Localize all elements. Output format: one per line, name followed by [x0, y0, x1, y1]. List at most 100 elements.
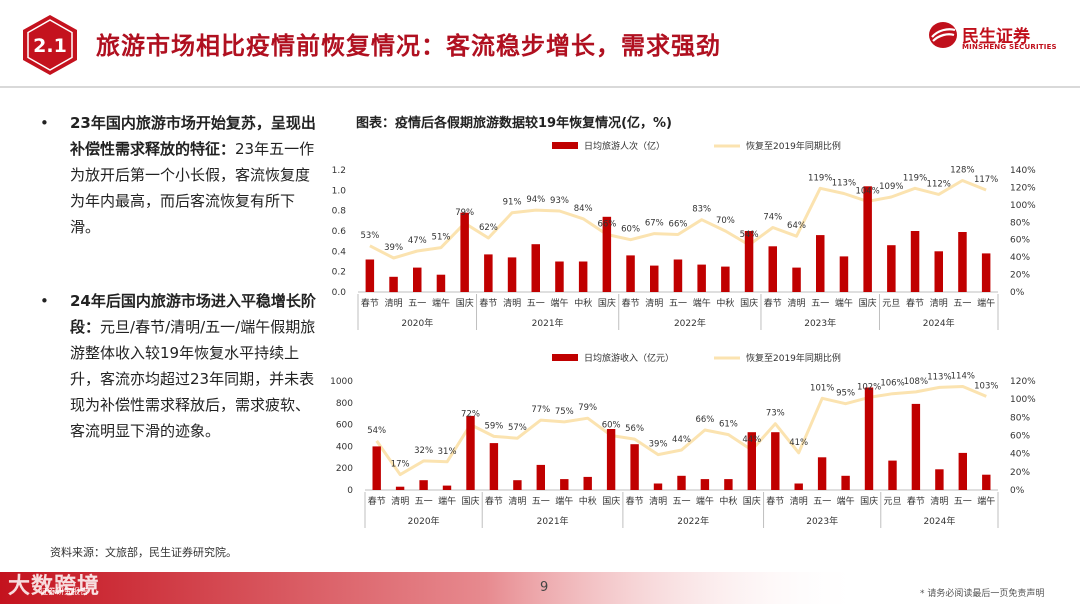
- legend-swatch-bar: [552, 354, 578, 361]
- page-number: 9: [540, 580, 549, 595]
- y-axis-right-tick: 120%: [1010, 377, 1036, 387]
- data-label: 109%: [879, 182, 903, 192]
- x-axis-category: 端午: [432, 297, 450, 309]
- bar: [910, 231, 920, 292]
- y-axis-left-tick: 1.2: [332, 166, 346, 176]
- source-note: 资料来源：文旅部，民生证券研究院。: [50, 546, 237, 559]
- bar: [934, 251, 943, 292]
- bar: [839, 256, 849, 292]
- chart-title: 图表：疫情后各假期旅游数据较19年恢复情况(亿，%): [356, 116, 672, 131]
- x-axis-category: 清明: [645, 297, 663, 309]
- bar: [982, 474, 991, 490]
- data-label: 44%: [742, 435, 761, 445]
- x-axis-category: 春节: [764, 297, 782, 309]
- data-label: 66%: [597, 220, 616, 230]
- x-axis-category: 五一: [532, 497, 550, 507]
- bar: [768, 246, 777, 293]
- data-label: 57%: [508, 423, 527, 433]
- data-label: 128%: [950, 166, 974, 176]
- x-axis-category: 五一: [672, 497, 690, 507]
- data-label: 102%: [857, 382, 881, 392]
- bar: [724, 479, 733, 490]
- data-label: 112%: [927, 179, 951, 189]
- bar: [507, 257, 517, 292]
- data-label: 75%: [555, 407, 574, 417]
- bar: [365, 259, 375, 292]
- data-label: 79%: [455, 208, 474, 218]
- bullet-2-body: 元旦/春节/清明/五一/端午假期旅游整体收入较19年恢复水平持续上升，客流亦均超…: [70, 318, 316, 440]
- bar: [650, 265, 659, 292]
- bar: [578, 261, 588, 292]
- bar: [792, 267, 801, 292]
- x-axis-category: 元旦: [883, 496, 901, 507]
- bar: [583, 476, 592, 490]
- x-axis-category: 端午: [977, 297, 995, 309]
- data-label: 39%: [649, 440, 668, 450]
- x-axis-category: 国庆: [860, 495, 878, 507]
- data-label: 39%: [384, 243, 403, 253]
- bar: [436, 274, 446, 292]
- x-axis-category: 端午: [837, 495, 855, 507]
- bar: [721, 266, 730, 292]
- bar: [700, 479, 710, 490]
- bar: [372, 446, 381, 490]
- bullet-marker: •: [40, 292, 49, 310]
- data-label: 44%: [672, 435, 691, 445]
- data-label: 103%: [974, 381, 998, 391]
- x-axis-category: 国庆: [743, 495, 761, 507]
- y-axis-right-tick: 100%: [1010, 395, 1036, 405]
- bar: [816, 235, 825, 292]
- data-label: 59%: [484, 421, 503, 431]
- data-label: 91%: [503, 198, 522, 208]
- data-label: 83%: [692, 205, 711, 215]
- y-axis-right-tick: 0%: [1010, 288, 1025, 298]
- x-axis-group-label: 2020年: [401, 317, 433, 329]
- x-axis-category: 春节: [626, 495, 644, 507]
- logo-text: 民生证券: [962, 27, 1030, 47]
- bar: [747, 432, 756, 490]
- watermark-text: 大数跨境: [8, 574, 101, 599]
- y-axis-left-tick: 0.0: [332, 288, 347, 298]
- y-axis-right-tick: 20%: [1010, 271, 1030, 281]
- bullet-2-heading: 24年后国内旅游市场进入平稳增长阶段：: [70, 292, 316, 336]
- bar: [864, 387, 874, 490]
- x-axis-category: 五一: [811, 299, 829, 309]
- x-axis-category: 国庆: [859, 297, 877, 309]
- logo-subtext: MINSHENG SECURITIES: [962, 43, 1057, 51]
- bullet-1-heading: 23年国内旅游市场开始复苏，呈现出补偿性需求释放的特征：: [70, 114, 316, 158]
- data-label: 77%: [531, 405, 550, 415]
- y-axis-left-tick: 1.0: [332, 186, 347, 196]
- bar: [744, 231, 754, 292]
- bar: [653, 483, 663, 490]
- data-label: 62%: [479, 223, 498, 233]
- data-label: 17%: [391, 460, 410, 470]
- x-axis-category: 清明: [508, 495, 526, 507]
- data-label: 47%: [408, 236, 427, 246]
- x-axis-group-label: 2023年: [806, 515, 838, 527]
- x-axis-category: 中秋: [716, 297, 734, 309]
- bar: [531, 244, 540, 292]
- data-label: 101%: [810, 383, 834, 393]
- y-axis-right-tick: 40%: [1010, 450, 1030, 460]
- bullet-1: • 23年国内旅游市场开始复苏，呈现出补偿性需求释放的特征：23年五一作为放开后…: [40, 110, 320, 240]
- bullet-2: • 24年后国内旅游市场进入平稳增长阶段：元旦/春节/清明/五一/端午假期旅游整…: [40, 288, 320, 444]
- data-label: 61%: [719, 420, 738, 430]
- y-axis-right-tick: 80%: [1010, 218, 1030, 228]
- data-label: 41%: [789, 438, 808, 448]
- x-axis-category: 清明: [790, 495, 808, 507]
- x-axis-category: 春节: [906, 297, 924, 309]
- data-label: 74%: [763, 213, 782, 223]
- x-axis-category: 春节: [361, 297, 379, 309]
- x-axis-category: 端午: [693, 297, 711, 309]
- y-axis-left-tick: 1000: [330, 377, 353, 387]
- x-axis-category: 国庆: [602, 495, 620, 507]
- bar: [489, 443, 499, 490]
- bar: [442, 485, 452, 490]
- bar: [981, 253, 991, 292]
- data-label: 106%: [880, 379, 904, 389]
- x-axis-category: 春节: [479, 297, 497, 309]
- chart-tourism-revenue: 日均旅游收入（亿元） 恢复至2019年同期比例 0 200 400 600 800 1000 0…: [330, 352, 1036, 528]
- bar: [888, 460, 897, 490]
- x-axis-category: 中秋: [574, 297, 592, 309]
- x-axis-category: 端午: [438, 495, 456, 507]
